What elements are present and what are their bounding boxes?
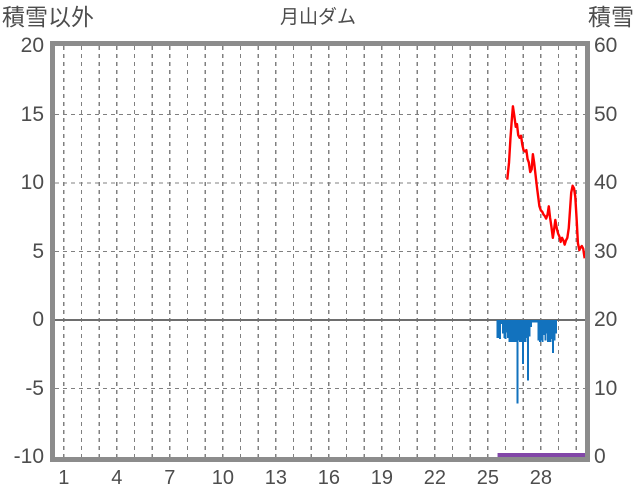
right-axis-tick-label: 0 [594,445,606,468]
left-axis-tick-label: -10 [13,445,44,468]
left-axis-tick-label: 5 [32,239,44,263]
x-axis-tick-label: 16 [317,467,340,489]
left-axis-unit-label: 積雪以外 [2,4,94,30]
left-axis-tick-label: 15 [20,102,44,126]
chart-canvas [55,46,585,457]
left-axis-tick-label: 0 [32,308,44,331]
x-axis-tick-label: 13 [264,467,287,489]
right-axis-tick-label: 40 [594,171,618,194]
right-axis-unit-label: 積雪 [588,4,634,30]
right-axis-tick-label: 10 [594,376,618,400]
right-axis-tick-label: 30 [594,239,618,263]
left-axis-tick-label: -5 [25,376,44,400]
plot-frame [50,41,590,462]
right-axis-tick-label: 60 [594,34,618,57]
x-axis-tick-label: 28 [529,467,552,489]
chart-title: 月山ダム [279,7,356,28]
left-axis-tick-label: 10 [20,171,44,194]
left-axis-tick-label: 20 [20,34,44,57]
right-axis-tick-label: 20 [594,308,618,331]
x-axis-tick-label: 4 [111,467,123,489]
x-axis-tick-label: 25 [476,467,499,489]
x-axis-tick-label: 19 [370,467,393,489]
right-axis-tick-label: 50 [594,102,618,126]
x-axis-tick-label: 10 [211,467,234,489]
x-axis-tick-label: 22 [423,467,446,489]
plot-area [55,46,585,457]
x-axis-tick-label: 7 [164,467,176,489]
x-axis-tick-label: 1 [58,467,70,489]
